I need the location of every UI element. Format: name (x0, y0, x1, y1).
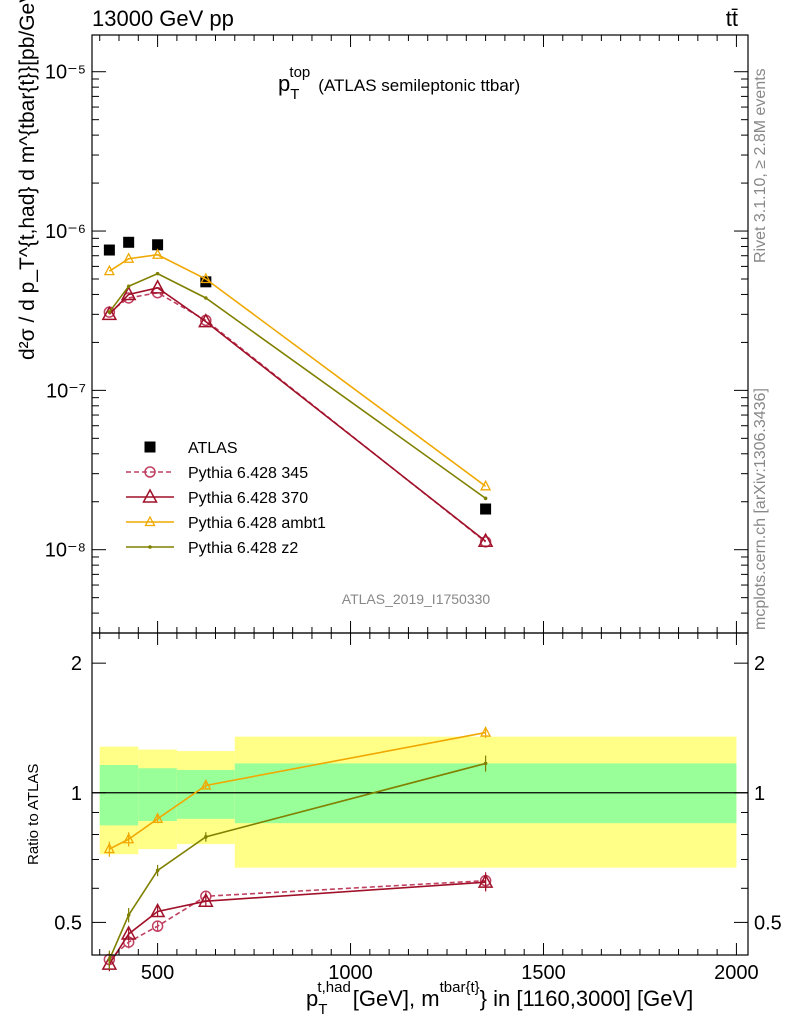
main-point-ambt1 (480, 479, 492, 491)
ratio-point-p370 (120, 925, 137, 940)
main-point-atlas (480, 503, 492, 515)
main-point-z2 (107, 310, 112, 314)
x-tick-label: 1500 (521, 962, 566, 984)
main-y-tick-label: 10⁻⁸ (45, 540, 86, 562)
legend-label-p370: Pythia 6.428 370 (188, 490, 308, 507)
main-point-p370 (149, 279, 166, 294)
main-series (101, 236, 494, 548)
main-line-p370 (108, 286, 487, 542)
ratio-point-p345 (151, 920, 164, 932)
main-point-p370 (101, 305, 118, 321)
main-ylabel: d²σ / d p_T^{t,had} d m^{tbar{t}}[pb/GeV… (16, 0, 39, 360)
main-point-atlas (200, 276, 212, 288)
main-point-z2 (483, 496, 488, 501)
ratio-band-green-1 (119, 765, 139, 826)
legend-label-atlas: ATLAS (188, 440, 238, 457)
ratio-series (101, 726, 494, 972)
ratio-xlabel: pTt,had[GeV], mtbar{t}} in [1160,3000] [… (306, 979, 693, 1018)
xlabel-sup: t,had (317, 979, 350, 996)
ratio-point-ambt1 (103, 842, 115, 854)
xlabel-rest: [GeV], m (353, 986, 440, 1011)
ratio-point-z2 (483, 761, 488, 766)
plot-title-sub: T (290, 86, 299, 103)
analysis-id: ATLAS_2019_I1750330 (342, 591, 491, 607)
ratio-point-z2 (204, 835, 208, 839)
main-point-ambt1 (152, 248, 164, 259)
main-point-ambt1 (123, 252, 135, 263)
main-line-ambt1 (108, 253, 487, 487)
ratio-line-p370 (108, 881, 486, 965)
x-tick-label: 2000 (714, 962, 759, 984)
ratio-point-ambt1 (200, 779, 212, 790)
ratio-ylabel: Ratio to ATLAS (25, 764, 42, 865)
ratio-band-green-0 (99, 765, 120, 826)
legend-marker-p345 (144, 466, 156, 478)
plot-title-main: p (278, 71, 290, 96)
ratio-point-z2 (155, 868, 160, 873)
ratio-frame (91, 632, 749, 956)
main-point-z2 (126, 284, 131, 289)
main-point-atlas (123, 236, 135, 248)
header-right: tt̄ (726, 6, 738, 31)
ratio-band-green-2 (138, 768, 177, 821)
ratio-line-p345 (108, 879, 486, 961)
ratio-y-tick-label-left: 2 (71, 653, 82, 675)
ratio-point-p370 (101, 955, 118, 970)
main-point-ambt1 (103, 264, 115, 276)
legend-marker-atlas (144, 441, 156, 453)
ratio-band-green-3 (176, 769, 235, 819)
main-y-tick-label: 10⁻⁵ (45, 62, 86, 84)
header-left: 13000 GeV pp (92, 6, 234, 31)
ratio-point-z2 (126, 913, 131, 917)
legend-marker-z2 (148, 545, 152, 549)
mcplots-label: mcplots.cern.ch [arXiv:1306.3436] (752, 388, 769, 630)
main-point-z2 (204, 296, 208, 300)
main-point-p370 (198, 313, 214, 328)
main-y-tick-label: 10⁻⁶ (45, 221, 86, 243)
main-point-atlas (103, 244, 115, 256)
main-point-p370 (477, 532, 494, 547)
main-y-tick-label: 10⁻⁷ (46, 380, 86, 402)
legend-marker-p370 (142, 488, 158, 503)
ratio-y-tick-label-right: 1 (754, 783, 765, 805)
ratio-y-tick-label-right: 2 (754, 653, 765, 675)
main-point-p370 (120, 285, 137, 301)
ratio-y-tick-label-left: 0.5 (54, 912, 82, 934)
legend-label-z2: Pythia 6.428 z2 (188, 540, 298, 557)
ratio-y-tick-label-left: 1 (71, 783, 82, 805)
legend-label-p345: Pythia 6.428 345 (188, 465, 308, 482)
x-tick-label: 1000 (328, 962, 373, 984)
ratio-y-tick-label-right: 0.5 (754, 912, 782, 934)
ratio-point-z2 (107, 957, 112, 962)
plot-title-rest: (ATLAS semileptonic ttbar) (318, 76, 520, 95)
xlabel-sub: T (318, 1001, 327, 1018)
plot-title: pTtop (ATLAS semileptonic ttbar) (278, 64, 520, 103)
ratio-point-ambt1 (152, 812, 164, 823)
main-point-z2 (155, 271, 160, 276)
legend-label-ambt1: Pythia 6.428 ambt1 (188, 515, 326, 532)
plot-title-sup: top (289, 64, 310, 81)
ratio-point-ambt1 (480, 726, 492, 737)
main-point-atlas (152, 239, 164, 251)
legend: ATLAS Pythia 6.428 345 Pythia 6.428 370 Pyt… (126, 440, 326, 557)
ratio-point-ambt1 (123, 832, 135, 844)
axes: 500 1000 1500 2000 10⁻⁸ 10⁻⁷ 10⁻⁶ 10⁻⁵ 0.5 0.5 1 1 2… (45, 34, 782, 984)
xlabel-tail: } in [1160,3000] [GeV] (480, 986, 694, 1011)
main-point-ambt1 (200, 272, 212, 284)
x-tick-label: 500 (141, 962, 174, 984)
ratio-point-p370 (198, 892, 214, 907)
ratio-point-p370 (149, 902, 166, 918)
ratio-point-p370 (477, 873, 494, 888)
xlabel-sup2: tbar{t} (440, 979, 480, 996)
legend-marker-ambt1 (144, 515, 156, 527)
rivet-label: Rivet 3.1.10, ≥ 2.8M events (752, 68, 769, 263)
xlabel-main: p (306, 986, 318, 1011)
